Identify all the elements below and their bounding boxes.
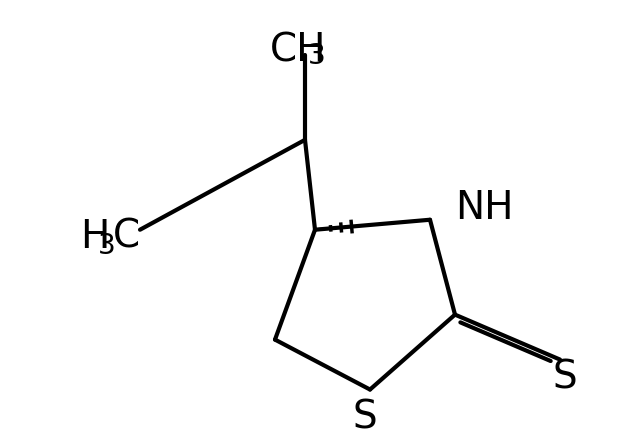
- Text: 3: 3: [98, 232, 116, 260]
- Text: S: S: [353, 399, 378, 437]
- Text: H: H: [80, 218, 109, 256]
- Text: 3: 3: [308, 42, 326, 70]
- Text: C: C: [113, 218, 140, 256]
- Text: CH: CH: [270, 32, 326, 70]
- Text: NH: NH: [455, 189, 513, 227]
- Text: S: S: [553, 358, 577, 396]
